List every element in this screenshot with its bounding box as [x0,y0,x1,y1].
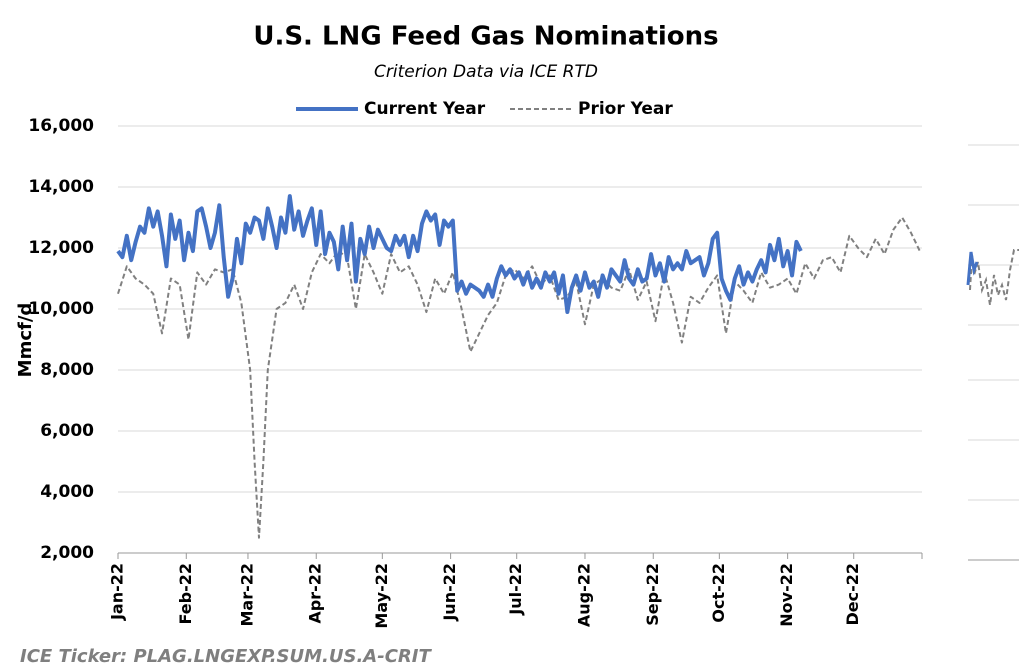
cropped-neighbor [966,144,1019,561]
y-axis-label: Mmcf/d [15,303,36,378]
x-tick-label: Jan-22 [108,563,127,621]
y-tick-label: 4,000 [40,482,94,502]
y-tick-label: 8,000 [40,360,94,380]
y-tick-label: 6,000 [40,421,94,441]
x-tick-label: May-22 [372,563,391,629]
y-tick-label: 16,000 [28,116,94,136]
y-tick-label: 2,000 [40,543,94,563]
chart-subtitle: Criterion Data via ICE RTD [374,62,598,82]
y-tick-label: 14,000 [28,177,94,197]
footer: ICE Ticker: PLAG.LNGEXP.SUM.US.A-CRIT [20,646,432,667]
x-tick-label: Apr-22 [306,563,325,624]
x-tick-label: Sep-22 [643,563,662,626]
series-line [117,216,921,539]
legend-label: Current Year [364,99,486,119]
series-line [116,194,803,315]
y-tick-label: 12,000 [28,238,94,258]
x-tick-label: Aug-22 [574,563,593,627]
x-tick-label: Nov-22 [777,563,796,627]
x-tick-label: Mar-22 [237,563,256,627]
x-tick-label: Oct-22 [709,563,728,623]
chart-title: U.S. LNG Feed Gas Nominations [253,22,718,52]
x-tick-label: Dec-22 [843,563,862,626]
y-tick-label: 10,000 [28,299,94,319]
x-tick-label: Jun-22 [440,563,459,622]
x-tick-label: Jul-22 [506,563,525,616]
x-tick-label: Feb-22 [176,563,195,625]
legend-label: Prior Year [578,99,673,119]
